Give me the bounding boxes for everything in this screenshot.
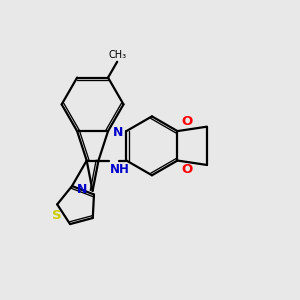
Text: O: O <box>181 115 192 128</box>
Text: N: N <box>112 126 123 139</box>
Text: N: N <box>77 183 87 196</box>
Text: S: S <box>52 209 62 222</box>
Text: O: O <box>181 164 192 176</box>
Text: CH₃: CH₃ <box>109 50 127 60</box>
Text: NH: NH <box>110 163 130 176</box>
